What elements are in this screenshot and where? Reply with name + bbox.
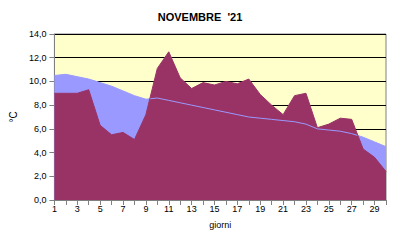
svg-text:2,0: 2,0 [34, 171, 47, 181]
svg-text:NOVEMBRE '21: NOVEMBRE '21 [158, 11, 243, 23]
svg-text:10,0: 10,0 [29, 76, 47, 86]
svg-text:0,0: 0,0 [34, 195, 47, 205]
svg-text:11: 11 [164, 204, 173, 214]
svg-text:1: 1 [52, 204, 57, 214]
svg-text:7: 7 [121, 204, 126, 214]
svg-text:15: 15 [209, 204, 219, 214]
svg-text:27: 27 [347, 204, 357, 214]
svg-text:23: 23 [301, 204, 311, 214]
svg-text:19: 19 [255, 204, 265, 214]
svg-text:4,0: 4,0 [34, 148, 47, 158]
svg-text:9: 9 [143, 204, 148, 214]
svg-text:8,0: 8,0 [34, 100, 47, 110]
svg-text:3: 3 [75, 204, 80, 214]
svg-text:giorni: giorni [209, 220, 231, 230]
svg-text:17: 17 [232, 204, 242, 214]
svg-text:21: 21 [278, 204, 288, 214]
svg-text:12,0: 12,0 [29, 53, 47, 63]
svg-text:°C: °C [8, 111, 19, 122]
svg-text:5: 5 [98, 204, 103, 214]
svg-text:14,0: 14,0 [29, 29, 47, 39]
svg-text:25: 25 [324, 204, 334, 214]
svg-text:6,0: 6,0 [34, 124, 47, 134]
svg-text:29: 29 [370, 204, 380, 214]
svg-text:13: 13 [187, 204, 197, 214]
